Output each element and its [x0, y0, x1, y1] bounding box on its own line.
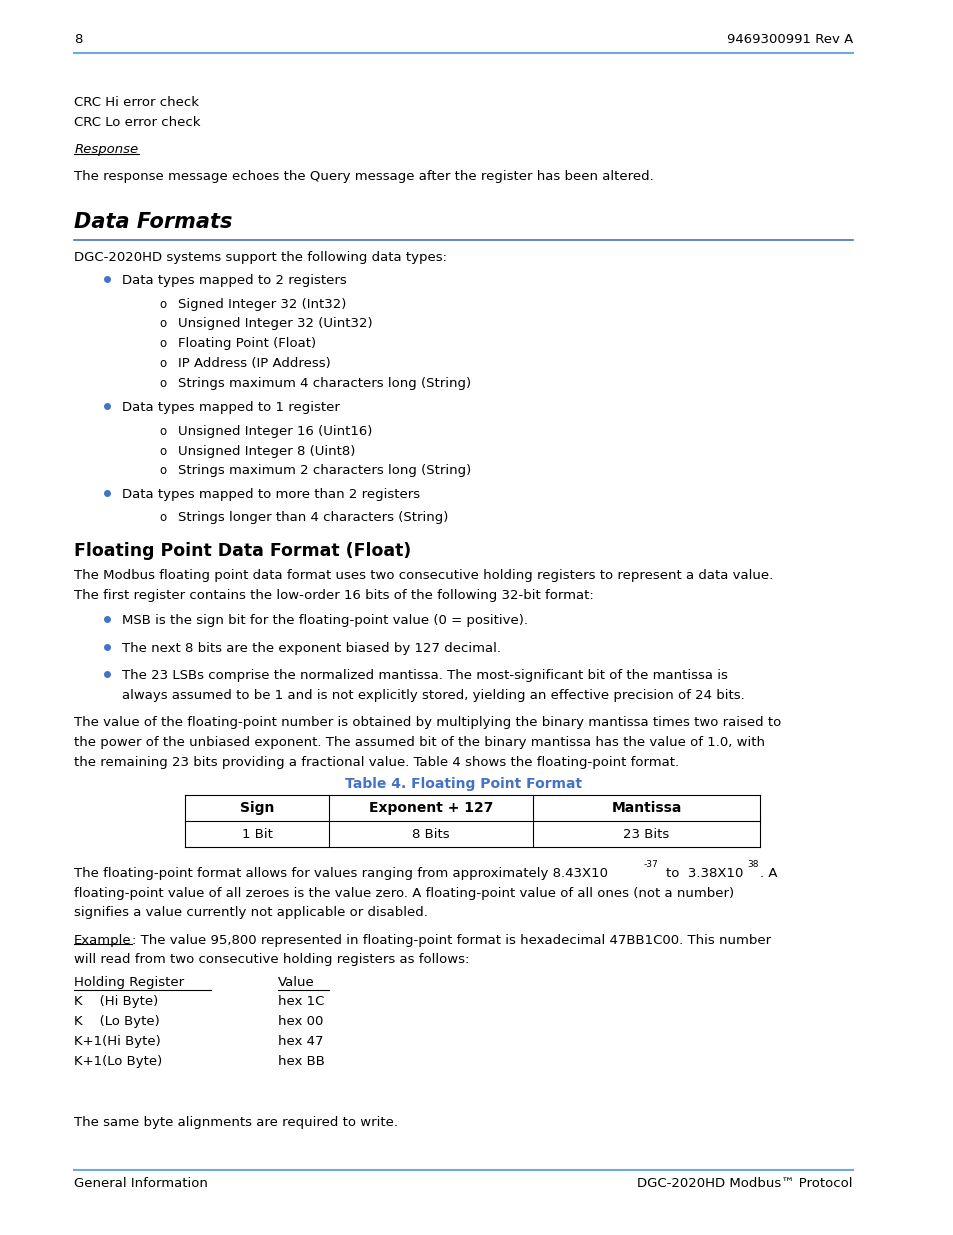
Text: hex BB: hex BB: [277, 1055, 325, 1068]
Text: Holding Register: Holding Register: [74, 976, 184, 989]
Text: Table 4. Floating Point Format: Table 4. Floating Point Format: [345, 777, 581, 790]
Text: K+1(Hi Byte): K+1(Hi Byte): [74, 1035, 161, 1049]
Text: o: o: [159, 511, 167, 525]
Text: Strings maximum 2 characters long (String): Strings maximum 2 characters long (Strin…: [178, 464, 471, 478]
Text: Mantissa: Mantissa: [611, 802, 681, 815]
Text: always assumed to be 1 and is not explicitly stored, yielding an effective preci: always assumed to be 1 and is not explic…: [122, 689, 744, 703]
Text: The 23 LSBs comprise the normalized mantissa. The most-significant bit of the ma: The 23 LSBs comprise the normalized mant…: [122, 669, 727, 683]
Text: The floating-point format allows for values ranging from approximately 8.43X10: The floating-point format allows for val…: [74, 867, 607, 881]
Text: Signed Integer 32 (Int32): Signed Integer 32 (Int32): [178, 298, 346, 311]
Text: K    (Lo Byte): K (Lo Byte): [74, 1015, 160, 1029]
Text: o: o: [159, 337, 167, 351]
Text: Floating Point Data Format (Float): Floating Point Data Format (Float): [74, 542, 411, 561]
Text: the remaining 23 bits providing a fractional value. Table 4 shows the floating-p: the remaining 23 bits providing a fracti…: [74, 756, 679, 769]
Text: 38: 38: [746, 860, 758, 868]
Text: Value: Value: [277, 976, 314, 989]
Text: 8: 8: [74, 32, 83, 46]
Text: Data types mapped to more than 2 registers: Data types mapped to more than 2 registe…: [122, 488, 420, 501]
Text: Exponent + 127: Exponent + 127: [369, 802, 493, 815]
Text: IP Address (IP Address): IP Address (IP Address): [178, 357, 331, 370]
Text: The first register contains the low-order 16 bits of the following 32-bit format: The first register contains the low-orde…: [74, 589, 594, 603]
Text: o: o: [159, 464, 167, 478]
Text: hex 1C: hex 1C: [277, 995, 324, 1009]
Text: 9469300991 Rev A: 9469300991 Rev A: [726, 32, 852, 46]
Text: MSB is the sign bit for the floating-point value (0 = positive).: MSB is the sign bit for the floating-poi…: [122, 614, 528, 627]
Text: Example: Example: [74, 934, 132, 947]
Text: DGC-2020HD Modbus™ Protocol: DGC-2020HD Modbus™ Protocol: [637, 1177, 852, 1191]
Text: will read from two consecutive holding registers as follows:: will read from two consecutive holding r…: [74, 953, 469, 967]
Text: Floating Point (Float): Floating Point (Float): [178, 337, 315, 351]
Text: The Modbus floating point data format uses two consecutive holding registers to : The Modbus floating point data format us…: [74, 569, 773, 583]
Text: Data Formats: Data Formats: [74, 212, 233, 232]
Text: CRC Lo error check: CRC Lo error check: [74, 116, 200, 130]
Text: CRC Hi error check: CRC Hi error check: [74, 96, 199, 110]
Text: hex 47: hex 47: [277, 1035, 323, 1049]
Text: Unsigned Integer 32 (Uint32): Unsigned Integer 32 (Uint32): [178, 317, 373, 331]
Text: 1 Bit: 1 Bit: [241, 827, 273, 841]
Text: The same byte alignments are required to write.: The same byte alignments are required to…: [74, 1116, 397, 1130]
Text: signifies a value currently not applicable or disabled.: signifies a value currently not applicab…: [74, 906, 428, 920]
Text: o: o: [159, 445, 167, 458]
Text: 23 Bits: 23 Bits: [622, 827, 669, 841]
Text: K+1(Lo Byte): K+1(Lo Byte): [74, 1055, 162, 1068]
Text: General Information: General Information: [74, 1177, 208, 1191]
Text: o: o: [159, 357, 167, 370]
Text: to  3.38X10: to 3.38X10: [665, 867, 742, 881]
Text: hex 00: hex 00: [277, 1015, 323, 1029]
Text: Response: Response: [74, 143, 138, 157]
Text: floating-point value of all zeroes is the value zero. A floating-point value of : floating-point value of all zeroes is th…: [74, 887, 734, 900]
Text: Data types mapped to 1 register: Data types mapped to 1 register: [122, 401, 340, 415]
Text: The next 8 bits are the exponent biased by 127 decimal.: The next 8 bits are the exponent biased …: [122, 642, 501, 656]
Text: Unsigned Integer 8 (Uint8): Unsigned Integer 8 (Uint8): [178, 445, 355, 458]
Text: -37: -37: [642, 860, 658, 868]
Text: Sign: Sign: [240, 802, 274, 815]
Text: 8 Bits: 8 Bits: [412, 827, 450, 841]
Text: The value of the floating-point number is obtained by multiplying the binary man: The value of the floating-point number i…: [74, 716, 781, 730]
Text: The response message echoes the Query message after the register has been altere: The response message echoes the Query me…: [74, 170, 653, 184]
Text: Unsigned Integer 16 (Uint16): Unsigned Integer 16 (Uint16): [178, 425, 372, 438]
Text: Strings maximum 4 characters long (String): Strings maximum 4 characters long (Strin…: [178, 377, 471, 390]
Text: o: o: [159, 425, 167, 438]
Text: o: o: [159, 317, 167, 331]
Text: : The value 95,800 represented in floating-point format is hexadecimal 47BB1C00.: : The value 95,800 represented in floati…: [132, 934, 770, 947]
Text: DGC-2020HD systems support the following data types:: DGC-2020HD systems support the following…: [74, 251, 447, 264]
Text: o: o: [159, 298, 167, 311]
Text: the power of the unbiased exponent. The assumed bit of the binary mantissa has t: the power of the unbiased exponent. The …: [74, 736, 764, 750]
Text: Strings longer than 4 characters (String): Strings longer than 4 characters (String…: [178, 511, 448, 525]
Text: . A: . A: [760, 867, 777, 881]
Text: Data types mapped to 2 registers: Data types mapped to 2 registers: [122, 274, 347, 288]
Text: K    (Hi Byte): K (Hi Byte): [74, 995, 158, 1009]
Text: o: o: [159, 377, 167, 390]
